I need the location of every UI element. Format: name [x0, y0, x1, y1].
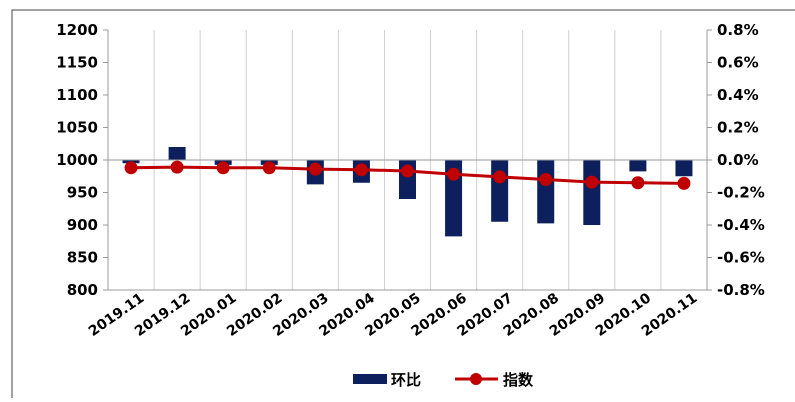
- right-tick-label: 0.8%: [717, 21, 759, 39]
- right-tick-label: -0.2%: [717, 184, 765, 202]
- legend-line-marker: [470, 373, 482, 385]
- left-tick-label: 900: [67, 216, 98, 234]
- left-tick-label: 1050: [56, 119, 98, 137]
- left-tick-label: 1000: [56, 151, 98, 169]
- index-point: [354, 163, 368, 177]
- index-point: [216, 161, 230, 175]
- left-tick-label: 1100: [56, 86, 98, 104]
- left-tick-label: 950: [67, 184, 98, 202]
- left-tick-label: 1200: [56, 21, 98, 39]
- index-point: [170, 160, 184, 174]
- index-point: [493, 170, 507, 184]
- index-point: [447, 167, 461, 181]
- index-point: [631, 176, 645, 190]
- legend: 环比 指数: [353, 371, 534, 389]
- index-point: [585, 175, 599, 189]
- line-series: [124, 160, 691, 190]
- right-tick-label: -0.4%: [717, 216, 765, 234]
- right-tick-label: 0.4%: [717, 86, 759, 104]
- left-tick-label: 800: [67, 281, 98, 299]
- legend-line-label: 指数: [503, 371, 534, 389]
- index-point: [539, 173, 553, 186]
- bar: [168, 147, 186, 160]
- right-tick-label: 0.0%: [717, 151, 759, 169]
- right-tick-label: 0.2%: [717, 119, 759, 137]
- left-tick-label: 850: [67, 249, 98, 267]
- axes: [103, 29, 712, 291]
- right-tick-label: -0.6%: [717, 249, 765, 267]
- bar: [583, 160, 601, 225]
- right-tick-label: -0.8%: [717, 281, 765, 299]
- index-point: [401, 164, 414, 178]
- index-point: [124, 161, 138, 175]
- left-tick-label: 1150: [56, 54, 98, 72]
- chart-frame: [11, 9, 795, 402]
- bar: [629, 160, 647, 172]
- index-point: [677, 176, 691, 190]
- right-tick-label: 0.6%: [717, 54, 759, 72]
- legend-bar-swatch: [353, 374, 387, 384]
- index-point: [262, 161, 276, 175]
- index-point: [308, 162, 322, 176]
- legend-bar-label: 环比: [391, 371, 421, 389]
- bar: [537, 160, 555, 224]
- bar: [675, 160, 693, 177]
- bar: [491, 160, 509, 222]
